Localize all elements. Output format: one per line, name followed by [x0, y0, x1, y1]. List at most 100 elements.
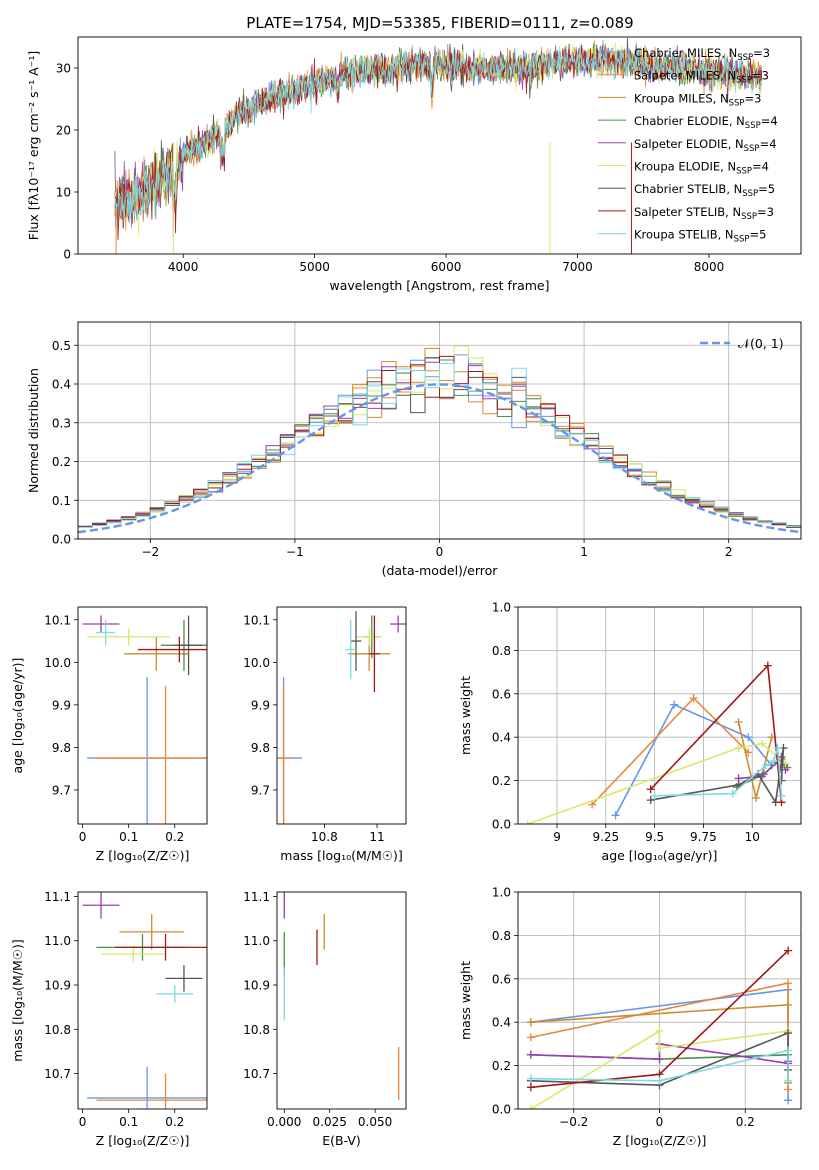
x-axis-label: age [log₁₀(age/yr)]	[602, 848, 718, 863]
y-axis-label: Flux [fλ10⁻¹⁷ erg cm⁻² s⁻¹ A⁻¹]	[26, 51, 41, 240]
y-axis-label: mass [log₁₀(M/M☉)]	[10, 939, 25, 1061]
y-tick-label: 0.0	[492, 818, 511, 832]
x-tick-label: 0	[79, 830, 87, 844]
error-bar-point	[124, 636, 189, 671]
x-tick-label: −0.2	[559, 1115, 588, 1129]
x-axis-label: wavelength [Angstrom, rest frame]	[329, 278, 549, 293]
x-tick-label: 10.8	[311, 830, 338, 844]
histogram-step	[78, 363, 801, 539]
axes-frame	[77, 36, 802, 255]
legend-entry: Salpeter STELIB, NSSP=3	[634, 205, 774, 222]
y-tick-label: 0.1	[52, 494, 71, 508]
y-tick-label: 0.4	[492, 1016, 511, 1030]
plot-background	[277, 892, 406, 1109]
x-tick-label: 7000	[562, 260, 593, 274]
weight-marker	[728, 789, 737, 798]
x-axis-label: Z [log₁₀(Z/Z☉)]	[96, 848, 190, 863]
legend-entry: 𝒩(0, 1)	[738, 336, 784, 351]
axes-frame	[517, 606, 802, 825]
weight-marker	[769, 757, 778, 766]
error-bar-point	[82, 615, 120, 633]
weight-marker	[734, 744, 743, 753]
weight-marker	[526, 1083, 535, 1092]
x-axis-label: (data-model)/error	[382, 563, 499, 578]
y-tick-label: 0.2	[492, 774, 511, 788]
weight-marker	[777, 791, 786, 800]
y-tick-label: 11.1	[243, 890, 270, 904]
legend-entry: Kroupa ELODIE, NSSP=4	[634, 160, 769, 177]
weight-marker	[784, 1096, 793, 1105]
y-tick-label: 10.8	[44, 1023, 71, 1037]
y-tick-label: 10.7	[243, 1067, 270, 1081]
y-axis-label: age [log₁₀(age/yr)]	[10, 658, 25, 774]
y-axis-label: Normed distribution	[26, 368, 41, 493]
y-tick-label: 0.0	[492, 1103, 511, 1117]
weight-series-line	[530, 1029, 789, 1109]
weight-marker	[526, 1050, 535, 1059]
y-tick-label: 11.0	[243, 934, 270, 948]
error-bar-point	[96, 685, 207, 824]
y-tick-label: 9.7	[251, 783, 270, 797]
error-bar-point	[82, 892, 120, 919]
weight-marker	[689, 694, 698, 703]
error-bar-point	[96, 619, 115, 646]
plot-background	[78, 607, 207, 824]
y-tick-label: 9.8	[251, 741, 270, 755]
x-tick-label: 0.1	[119, 830, 138, 844]
legend-entry: Chabrier STELIB, NSSP=5	[634, 182, 775, 199]
error-bar-point	[369, 615, 380, 693]
spectrum-legend: Chabrier MILES, NSSP=3 Salpeter MILES, NS…	[598, 46, 778, 245]
x-tick-label: 0.2	[165, 1115, 184, 1129]
weight-marker	[526, 1033, 535, 1042]
error-bar-point	[156, 985, 194, 1003]
weight-marker	[757, 739, 766, 748]
legend-entry: Chabrier ELODIE, NSSP=4	[634, 114, 778, 131]
data-area	[82, 615, 207, 824]
x-tick-label: 6000	[431, 260, 462, 274]
x-tick-label: 11	[369, 830, 384, 844]
y-tick-label: 0.3	[52, 416, 71, 430]
weight-marker	[784, 1076, 793, 1085]
spectrum-line	[114, 45, 762, 219]
y-tick-label: 1.0	[492, 886, 511, 900]
weight-marker	[784, 1000, 793, 1009]
weight-series-line	[650, 747, 785, 805]
weight-marker	[655, 1076, 664, 1085]
weight-marker	[526, 1105, 535, 1109]
axes-frame	[77, 891, 208, 1110]
panel-Z-mass: 0 0.1 0.2 10.7 10.8 10.9 11.0 11.1 Z [log₁₀(Z/Z☉…	[10, 890, 208, 1148]
panel-age-weight: 9 9.25 9.5 9.75 10 0.0 0.2 0.4 0.6 0.8 1.0 age [log…	[458, 601, 802, 863]
x-tick-label: 4000	[168, 260, 199, 274]
y-tick-label: 10.9	[44, 979, 71, 993]
x-tick-label: 5000	[299, 260, 330, 274]
axes-frame	[276, 606, 407, 825]
y-tick-label: 11.0	[44, 934, 71, 948]
figure-title: PLATE=1754, MJD=53385, FIBERID=0111, z=0…	[246, 14, 633, 32]
weight-marker	[784, 1046, 793, 1055]
weight-marker	[526, 1074, 535, 1083]
x-tick-label: 9.5	[645, 830, 664, 844]
weight-marker	[646, 785, 655, 794]
y-tick-label: 10.7	[44, 1067, 71, 1081]
panel-residuals: −2 −1 0 1 2 0.0 0.1 0.2 0.3 0.4 0.5 (data-model)/er…	[26, 321, 802, 578]
x-tick-label: 0.2	[165, 830, 184, 844]
panel-Z-age: 0 0.1 0.2 9.7 9.8 9.9 10.0 10.1 Z [log₁₀(Z/Z☉)] a…	[10, 606, 208, 863]
x-axis-label: mass [log₁₀(M/M☉)]	[280, 848, 402, 863]
y-axis-label: mass weight	[458, 676, 473, 755]
error-bar-point	[355, 628, 383, 646]
x-tick-label: 0	[656, 1115, 664, 1129]
y-tick-label: 10.9	[243, 979, 270, 993]
x-tick-label: 8000	[694, 260, 725, 274]
x-tick-label: 0.1	[119, 1115, 138, 1129]
axes-frame	[77, 606, 208, 825]
y-tick-label: 10	[56, 186, 71, 200]
weight-marker	[763, 661, 772, 670]
y-tick-label: 0.8	[492, 644, 511, 658]
data-area	[523, 661, 792, 824]
weight-marker	[784, 979, 793, 988]
legend-entry: Kroupa STELIB, NSSP=5	[634, 228, 766, 245]
y-tick-label: 0.6	[492, 687, 511, 701]
weight-series-line	[527, 742, 786, 824]
y-axis-label: mass weight	[458, 961, 473, 1040]
